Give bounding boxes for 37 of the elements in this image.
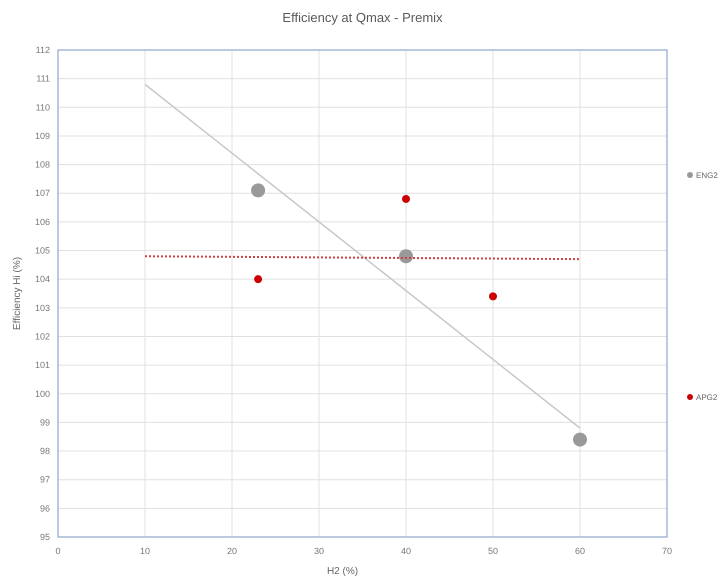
x-axis-title: H2 (%)	[326, 566, 358, 577]
y-tick-label: 101	[34, 360, 50, 370]
y-tick-label: 107	[34, 188, 50, 198]
y-tick-label: 105	[34, 246, 50, 256]
x-tick-label: 60	[574, 546, 586, 556]
point	[399, 249, 413, 264]
x-tick-label: 20	[226, 546, 238, 556]
point	[251, 183, 266, 198]
y-tick-label: 103	[34, 302, 50, 313]
y-tick-label: 95	[40, 532, 50, 542]
x-tick-label: 40	[400, 546, 412, 556]
y-tick-label: 98	[40, 446, 50, 456]
x-tick-label: 0	[55, 546, 61, 556]
y-tick-label: 99	[40, 417, 50, 428]
legend-label: ENG2	[696, 171, 718, 180]
y-tick-label: 104	[34, 274, 50, 284]
point	[254, 275, 262, 284]
x-tick-label: 30	[314, 546, 324, 556]
y-tick-label: 112	[36, 45, 50, 55]
y-tick-label: 110	[36, 102, 50, 112]
legend-label: APG2	[696, 393, 718, 402]
y-tick-label: 96	[40, 503, 50, 514]
y-tick-label: 100	[34, 388, 50, 399]
point	[489, 292, 497, 300]
y-tick-label: 106	[34, 216, 50, 227]
x-tick-label: 50	[488, 546, 498, 556]
x-tick-label: 10	[140, 546, 150, 556]
chart-title: Efficiency at Qmax - Premix	[282, 10, 444, 25]
y-axis-title: Efficiency Hi (%)	[12, 256, 23, 330]
y-tick-label: 109	[34, 130, 50, 141]
point	[402, 194, 410, 203]
y-tick-label: 111	[36, 74, 50, 84]
y-tick-label: 102	[34, 331, 50, 342]
x-tick-label: 70	[662, 546, 672, 556]
y-tick-label: 108	[34, 160, 50, 170]
y-tick-label: 97	[40, 474, 50, 485]
point	[573, 432, 587, 447]
